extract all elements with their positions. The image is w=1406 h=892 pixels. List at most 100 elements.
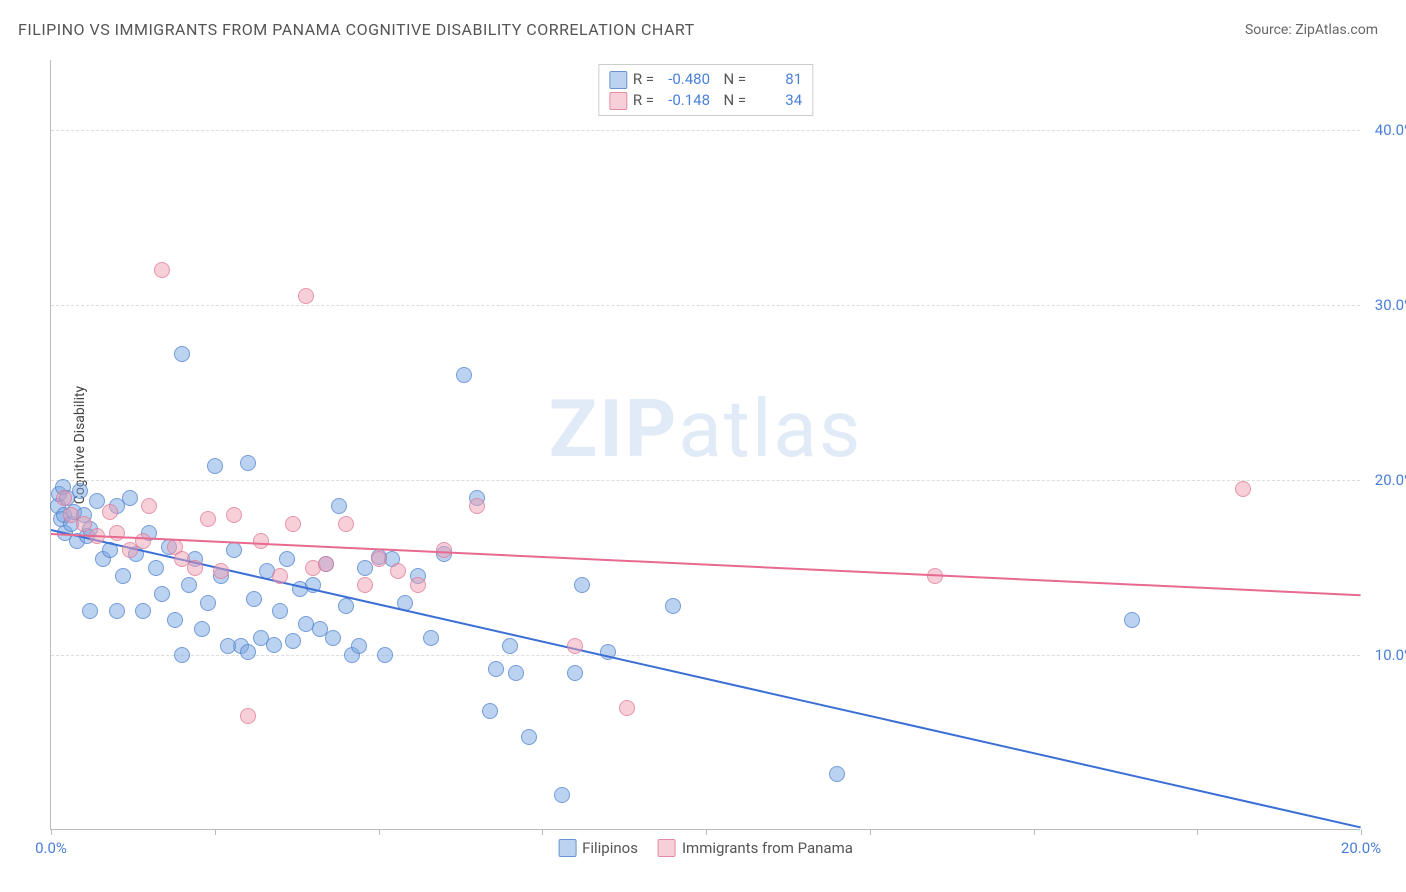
scatter-point xyxy=(574,577,590,593)
correlation-row-filipinos: R = -0.480 N = 81 xyxy=(609,69,802,90)
x-tick xyxy=(379,829,380,835)
scatter-point xyxy=(377,647,393,663)
scatter-point xyxy=(502,638,518,654)
scatter-point xyxy=(521,729,537,745)
scatter-point xyxy=(154,586,170,602)
scatter-point xyxy=(181,577,197,593)
scatter-point xyxy=(240,644,256,660)
scatter-point xyxy=(135,533,151,549)
correlation-legend: R = -0.480 N = 81 R = -0.148 N = 34 xyxy=(598,64,813,116)
r-label: R = xyxy=(633,69,654,90)
scatter-point xyxy=(200,595,216,611)
scatter-point xyxy=(331,498,347,514)
watermark-rest: atlas xyxy=(678,382,862,476)
scatter-point xyxy=(554,787,570,803)
scatter-point xyxy=(482,703,498,719)
legend-item-panama: Immigrants from Panama xyxy=(658,839,853,857)
source-attribution: Source: ZipAtlas.com xyxy=(1245,22,1378,38)
y-tick-label: 20.0% xyxy=(1375,471,1406,489)
scatter-point xyxy=(298,288,314,304)
scatter-point xyxy=(187,560,203,576)
r-value: -0.480 xyxy=(660,69,710,90)
scatter-point xyxy=(325,630,341,646)
scatter-point xyxy=(56,490,72,506)
swatch-icon xyxy=(609,92,627,110)
x-tick-label: 20.0% xyxy=(1341,839,1381,857)
r-value: -0.148 xyxy=(660,90,710,111)
scatter-point xyxy=(226,507,242,523)
scatter-point xyxy=(298,616,314,632)
x-tick xyxy=(1034,829,1035,835)
gridline xyxy=(51,305,1360,306)
scatter-point xyxy=(488,661,504,677)
scatter-point xyxy=(213,563,229,579)
x-tick-label: 0.0% xyxy=(35,839,67,857)
scatter-point xyxy=(567,638,583,654)
n-label: N = xyxy=(716,69,746,90)
scatter-point xyxy=(338,598,354,614)
scatter-point xyxy=(174,346,190,362)
scatter-point xyxy=(1124,612,1140,628)
scatter-point xyxy=(567,665,583,681)
r-label: R = xyxy=(633,90,654,111)
scatter-point xyxy=(72,483,88,499)
scatter-point xyxy=(423,630,439,646)
chart-header: FILIPINO VS IMMIGRANTS FROM PANAMA COGNI… xyxy=(0,0,1406,47)
scatter-point xyxy=(76,516,92,532)
scatter-point xyxy=(154,262,170,278)
scatter-point xyxy=(194,621,210,637)
series-legend: Filipinos Immigrants from Panama xyxy=(558,839,853,857)
legend-item-filipinos: Filipinos xyxy=(558,839,638,857)
scatter-point xyxy=(351,638,367,654)
x-tick xyxy=(542,829,543,835)
scatter-point xyxy=(240,455,256,471)
n-value: 81 xyxy=(752,69,802,90)
scatter-point xyxy=(246,591,262,607)
trend-line xyxy=(51,533,1361,596)
scatter-point xyxy=(272,568,288,584)
n-value: 34 xyxy=(752,90,802,111)
gridline xyxy=(51,130,1360,131)
n-label: N = xyxy=(716,90,746,111)
x-tick xyxy=(706,829,707,835)
scatter-point xyxy=(318,556,334,572)
y-tick-label: 40.0% xyxy=(1375,121,1406,139)
scatter-point xyxy=(456,367,472,383)
scatter-point xyxy=(135,603,151,619)
scatter-point xyxy=(285,516,301,532)
scatter-point xyxy=(174,647,190,663)
x-tick xyxy=(1361,829,1362,835)
swatch-icon xyxy=(558,839,576,857)
x-tick xyxy=(215,829,216,835)
swatch-icon xyxy=(609,71,627,89)
scatter-point xyxy=(279,551,295,567)
trend-line xyxy=(51,529,1361,828)
scatter-point xyxy=(469,498,485,514)
scatter-point xyxy=(109,603,125,619)
scatter-point xyxy=(266,637,282,653)
gridline xyxy=(51,480,1360,481)
x-tick xyxy=(1197,829,1198,835)
scatter-point xyxy=(829,766,845,782)
scatter-point xyxy=(200,511,216,527)
scatter-point xyxy=(285,633,301,649)
legend-label: Filipinos xyxy=(582,839,638,857)
chart-title: FILIPINO VS IMMIGRANTS FROM PANAMA COGNI… xyxy=(18,20,695,39)
scatter-point xyxy=(371,551,387,567)
x-tick xyxy=(870,829,871,835)
y-tick-label: 30.0% xyxy=(1375,296,1406,314)
watermark-bold: ZIP xyxy=(549,382,679,476)
correlation-row-panama: R = -0.148 N = 34 xyxy=(609,90,802,111)
scatter-point xyxy=(357,577,373,593)
scatter-point xyxy=(82,603,98,619)
scatter-point xyxy=(338,516,354,532)
legend-label: Immigrants from Panama xyxy=(682,839,853,857)
scatter-point xyxy=(665,598,681,614)
scatter-point xyxy=(436,542,452,558)
scatter-point xyxy=(141,498,157,514)
scatter-point xyxy=(508,665,524,681)
scatter-point xyxy=(619,700,635,716)
scatter-point xyxy=(148,560,164,576)
scatter-point xyxy=(1235,481,1251,497)
scatter-point xyxy=(122,490,138,506)
